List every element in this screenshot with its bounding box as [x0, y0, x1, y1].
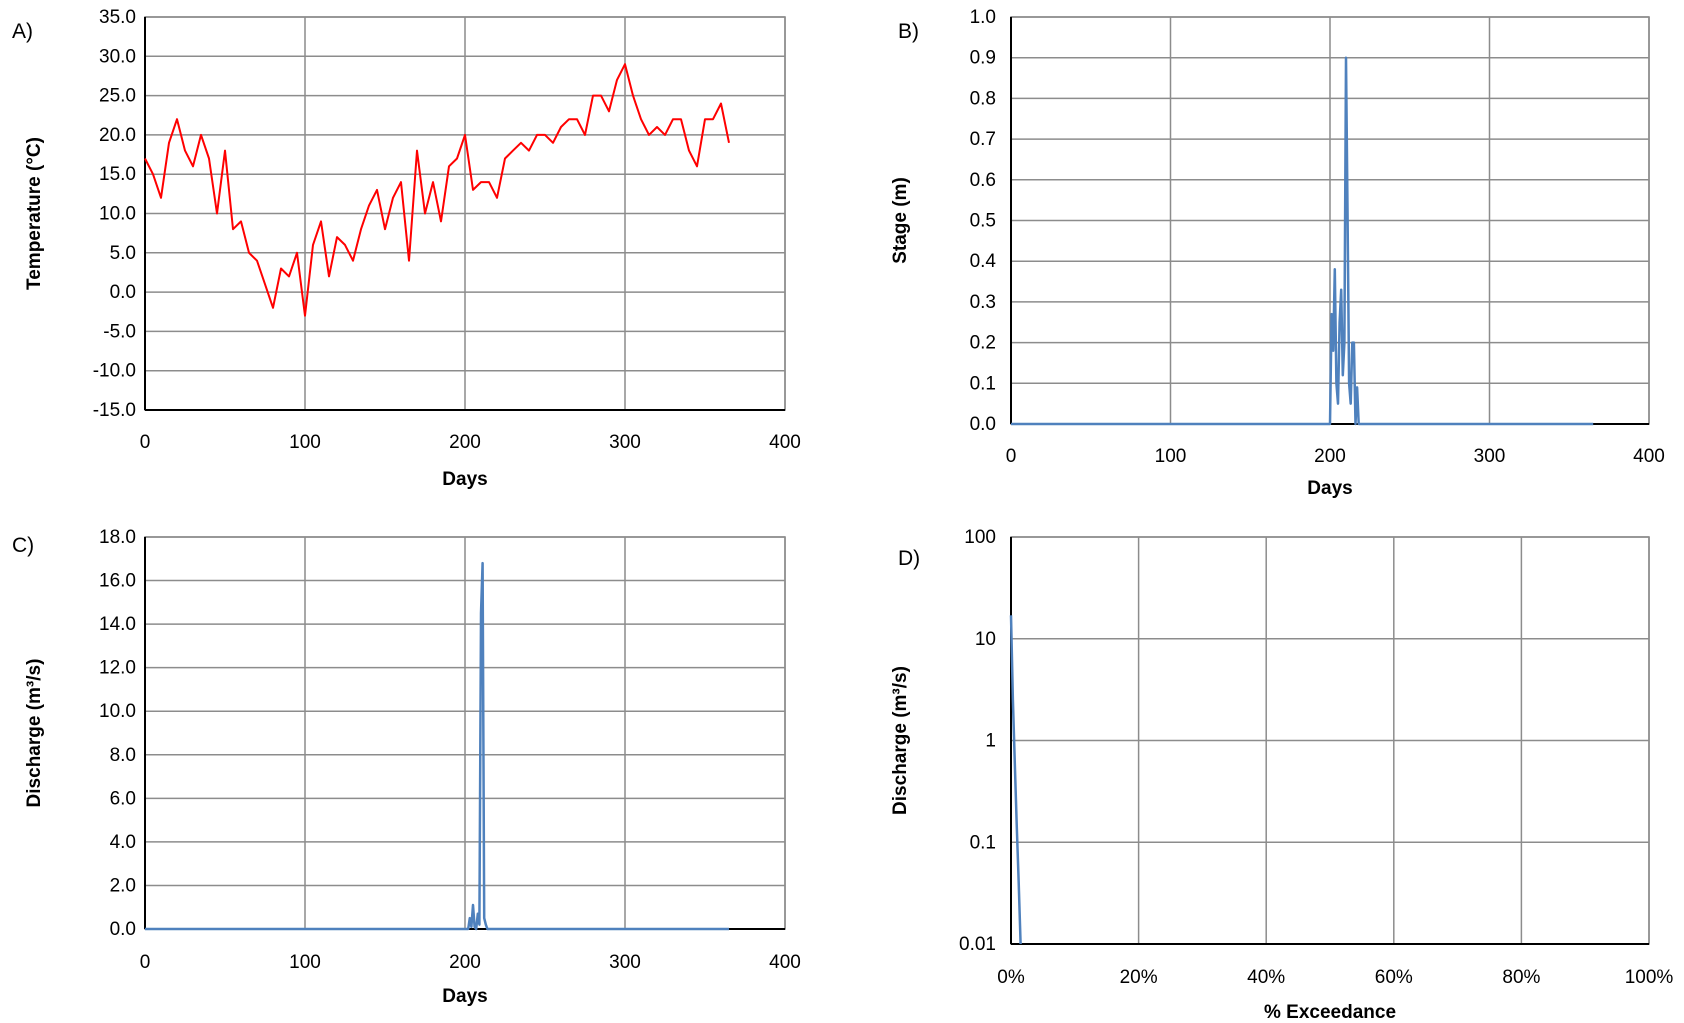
y-tick-label: 0.9: [970, 48, 996, 69]
x-tick-label: 0%: [997, 967, 1025, 988]
y-tick-label: 0.3: [970, 292, 996, 313]
y-tick-label: 0.2: [970, 333, 996, 354]
x-tick-label: 20%: [1120, 967, 1158, 988]
x-tick-label: 0: [140, 952, 151, 973]
y-tick-label: 6.0: [110, 788, 136, 809]
chart-panel-d: 0.01 0.1 1 10 100 0% 20% 40% 60% 80% 100% % Exceeda…: [890, 527, 1673, 1023]
y-tick-label: 2.0: [110, 875, 136, 896]
y-tick-label: 100: [964, 527, 996, 548]
y-tick-label: 0.8: [970, 88, 996, 109]
y-tick-label: -10.0: [93, 361, 136, 382]
y-tick-label: -5.0: [103, 321, 136, 342]
x-tick-label: 300: [609, 952, 641, 973]
y-tick-label: 0.7: [970, 129, 996, 150]
y-tick-label: 5.0: [110, 243, 136, 264]
x-tick-label: 60%: [1375, 967, 1413, 988]
y-tick-label: 8.0: [110, 745, 136, 766]
x-tick-label: 0: [1006, 446, 1017, 467]
y-tick-label: 0.1: [970, 373, 996, 394]
y-tick-label: 0.0: [110, 282, 136, 303]
x-tick-label: 200: [449, 952, 481, 973]
y-tick-label: 10.0: [99, 701, 136, 722]
panel-label: C): [12, 534, 34, 557]
x-tick-label: 200: [1314, 446, 1346, 467]
y-tick-label: 4.0: [110, 832, 136, 853]
chart-panel-c: 0.0 2.0 4.0 6.0 8.0 10.0 12.0 14.0 16.0 18.0 0 100 2…: [12, 527, 801, 1007]
y-tick-label: 20.0: [99, 125, 136, 146]
series-line-0: [1009, 615, 1022, 945]
x-tick-label: 100: [289, 952, 321, 973]
y-tick-label: 0.6: [970, 170, 996, 191]
series-line-0: [145, 561, 729, 931]
y-tick-label: 14.0: [99, 614, 136, 635]
y-tick-label: 10.0: [99, 204, 136, 225]
y-tick-label: 0.0: [970, 414, 996, 435]
y-axis-title: Discharge (m³/s): [890, 666, 911, 815]
y-tick-label: 10: [975, 629, 996, 650]
y-tick-label: 0.4: [970, 251, 997, 272]
series-line-0: [144, 63, 730, 317]
panel-label: A): [12, 20, 33, 43]
y-tick-label: 0.0: [110, 919, 136, 940]
x-axis-title: Days: [1307, 478, 1352, 499]
x-axis-title: Days: [442, 986, 487, 1007]
x-tick-label: 400: [769, 432, 801, 453]
y-tick-label: 0.1: [970, 832, 996, 853]
y-tick-label: 1.0: [970, 7, 996, 28]
x-tick-label: 400: [1633, 446, 1665, 467]
y-axis-title: Stage (m): [890, 177, 911, 264]
y-axis-title: Discharge (m³/s): [24, 659, 45, 808]
y-tick-label: 0.01: [959, 934, 996, 955]
x-tick-label: 300: [609, 432, 641, 453]
y-tick-label: 18.0: [99, 527, 136, 548]
x-tick-label: 300: [1474, 446, 1506, 467]
x-tick-label: 40%: [1247, 967, 1285, 988]
x-tick-label: 100: [289, 432, 321, 453]
y-tick-label: 30.0: [99, 46, 136, 67]
y-tick-label: -15.0: [93, 400, 136, 421]
x-tick-label: 100%: [1625, 967, 1674, 988]
y-tick-label: 0.5: [970, 211, 996, 232]
chart-panel-b: 0.0 0.1 0.2 0.3 0.4 0.5 0.6 0.7 0.8 0.9 1.0 0 100 200…: [890, 7, 1665, 499]
y-tick-label: 16.0: [99, 571, 136, 592]
y-tick-label: 15.0: [99, 164, 136, 185]
chart-panel-a: -15.0 -10.0 -5.0 0.0 5.0 10.0 15.0 20.0 25.0 30.0…: [12, 7, 801, 490]
panel-label: B): [898, 20, 919, 43]
y-axis-title: Temperature (°C): [24, 137, 45, 290]
series-line-0: [1011, 56, 1594, 426]
y-tick-label: 12.0: [99, 658, 136, 679]
x-tick-label: 0: [140, 432, 151, 453]
y-tick-label: 35.0: [99, 7, 136, 28]
x-axis-title: % Exceedance: [1264, 1002, 1396, 1023]
x-tick-label: 200: [449, 432, 481, 453]
x-tick-label: 80%: [1502, 967, 1540, 988]
x-tick-label: 100: [1155, 446, 1187, 467]
y-tick-label: 25.0: [99, 86, 136, 107]
panel-label: D): [898, 547, 920, 570]
x-axis-title: Days: [442, 469, 487, 490]
x-tick-label: 400: [769, 952, 801, 973]
y-tick-label: 1: [985, 731, 996, 752]
